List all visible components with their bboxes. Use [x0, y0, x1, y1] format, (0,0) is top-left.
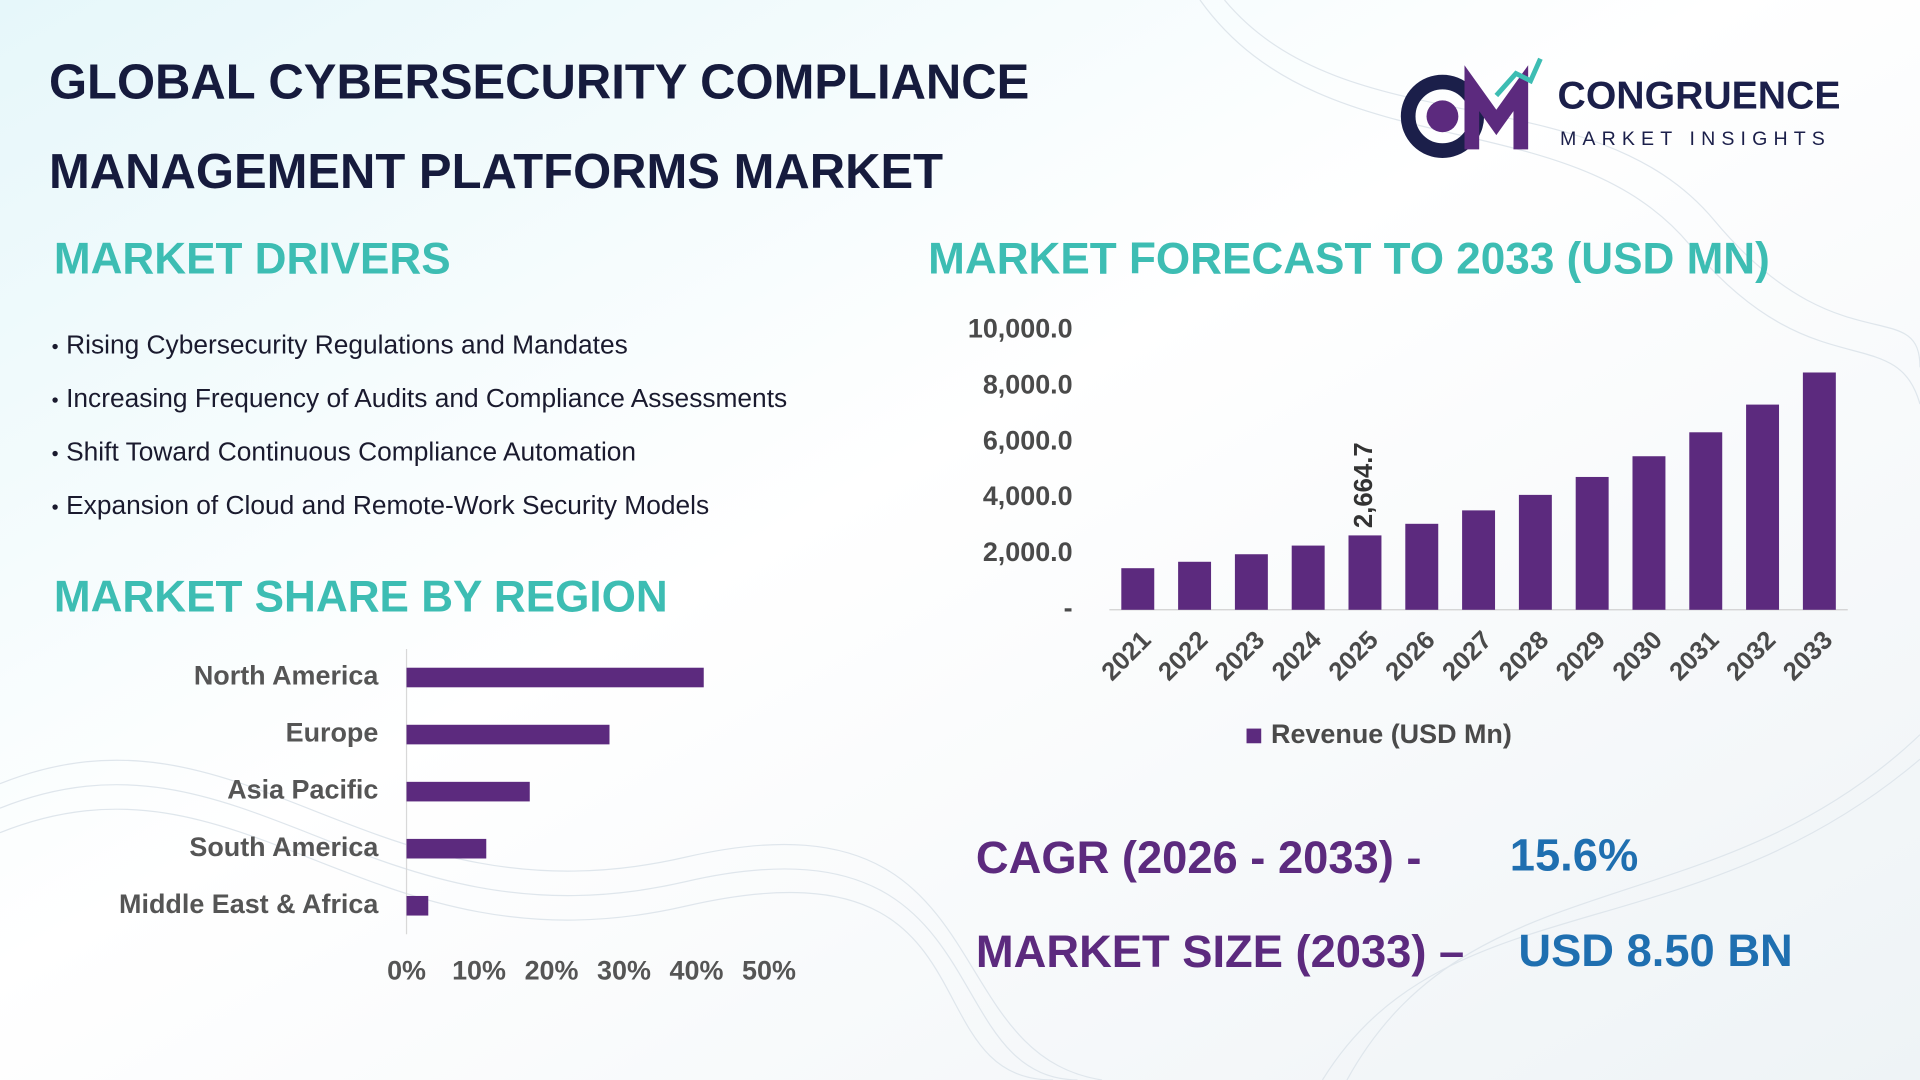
driver-list: Rising Cybersecurity Regulations and Man… [52, 329, 787, 520]
logo-globe [1426, 100, 1459, 133]
bar [1575, 476, 1609, 610]
x-tick-label: 40% [670, 955, 724, 985]
y-tick-label: Middle East & Africa [119, 889, 379, 919]
y-tick-label: 8,000.0 [983, 370, 1073, 400]
x-tick-label: 0% [387, 955, 426, 985]
bar [1518, 494, 1552, 610]
y-tick-label: Asia Pacific [227, 775, 378, 805]
bullet [52, 343, 58, 350]
y-tick-label: 6,000.0 [983, 425, 1073, 455]
x-tick-label: 50% [742, 955, 796, 985]
logo-name: CONGRUENCE [1558, 74, 1841, 117]
logo-m [1464, 65, 1529, 150]
legend-label: Revenue (USD Mn) [1271, 719, 1512, 749]
y-tick-label: South America [189, 832, 379, 862]
bar [406, 667, 704, 688]
bar [406, 895, 429, 916]
bullet [52, 397, 58, 403]
y-tick-label: Europe [286, 718, 379, 748]
y-tick-label: - [1064, 593, 1073, 623]
bar [1405, 523, 1439, 610]
logo-arrow [1494, 57, 1543, 98]
x-tick-label: 30% [597, 955, 651, 985]
bar [1462, 510, 1496, 610]
bar [1348, 535, 1382, 610]
logo: CONGRUENCE MARKET INSIGHTS [1400, 57, 1841, 158]
title-line: GLOBAL CYBERSECURITY COMPLIANCE [49, 56, 1029, 110]
size-value: USD 8.50 BN [1518, 925, 1792, 976]
legend-swatch [1246, 728, 1262, 744]
y-tick-label: 4,000.0 [983, 481, 1073, 511]
section-title: MARKET DRIVERS [54, 235, 451, 284]
charts: MARKET FORECAST TO 2033 (USD MN) - 2,000.0… [54, 235, 1848, 985]
driver-item: Expansion of Cloud and Remote-Work Secur… [66, 490, 709, 520]
y-tick-label: North America [194, 661, 380, 691]
bar [1234, 554, 1268, 610]
section-title: MARKET FORECAST TO 2033 (USD MN) [928, 235, 1770, 284]
title-line: MANAGEMENT PLATFORMS MARKET [49, 145, 943, 199]
x-tick-label: 10% [452, 955, 506, 985]
bullet [52, 450, 58, 457]
bar [1632, 456, 1666, 610]
bar [1121, 568, 1155, 610]
logo-tagline: MARKET INSIGHTS [1560, 128, 1831, 150]
bar [1689, 432, 1723, 610]
size-label: MARKET SIZE (2033) – [976, 926, 1464, 977]
bar [406, 838, 487, 859]
bar [406, 724, 610, 745]
bar [1178, 561, 1212, 610]
bar [1291, 545, 1325, 610]
driver-item: Increasing Frequency of Audits and Compl… [66, 383, 787, 413]
y-tick-label: 2,000.0 [983, 537, 1073, 567]
bar [406, 781, 530, 802]
y-tick-label: 10,000.0 [968, 314, 1073, 344]
bar [1802, 372, 1836, 610]
cagr-label: CAGR (2026 - 2033) - [976, 832, 1422, 883]
bar [1746, 404, 1780, 610]
bullet [52, 504, 58, 510]
driver-item: Rising Cybersecurity Regulations and Man… [66, 329, 628, 359]
section-title: MARKET SHARE BY REGION [54, 573, 668, 622]
cagr-value: 15.6% [1510, 829, 1638, 880]
data-label: 2,664.7 [1350, 442, 1378, 528]
driver-item: Shift Toward Continuous Compliance Autom… [66, 437, 636, 467]
x-tick-label: 20% [525, 955, 579, 985]
